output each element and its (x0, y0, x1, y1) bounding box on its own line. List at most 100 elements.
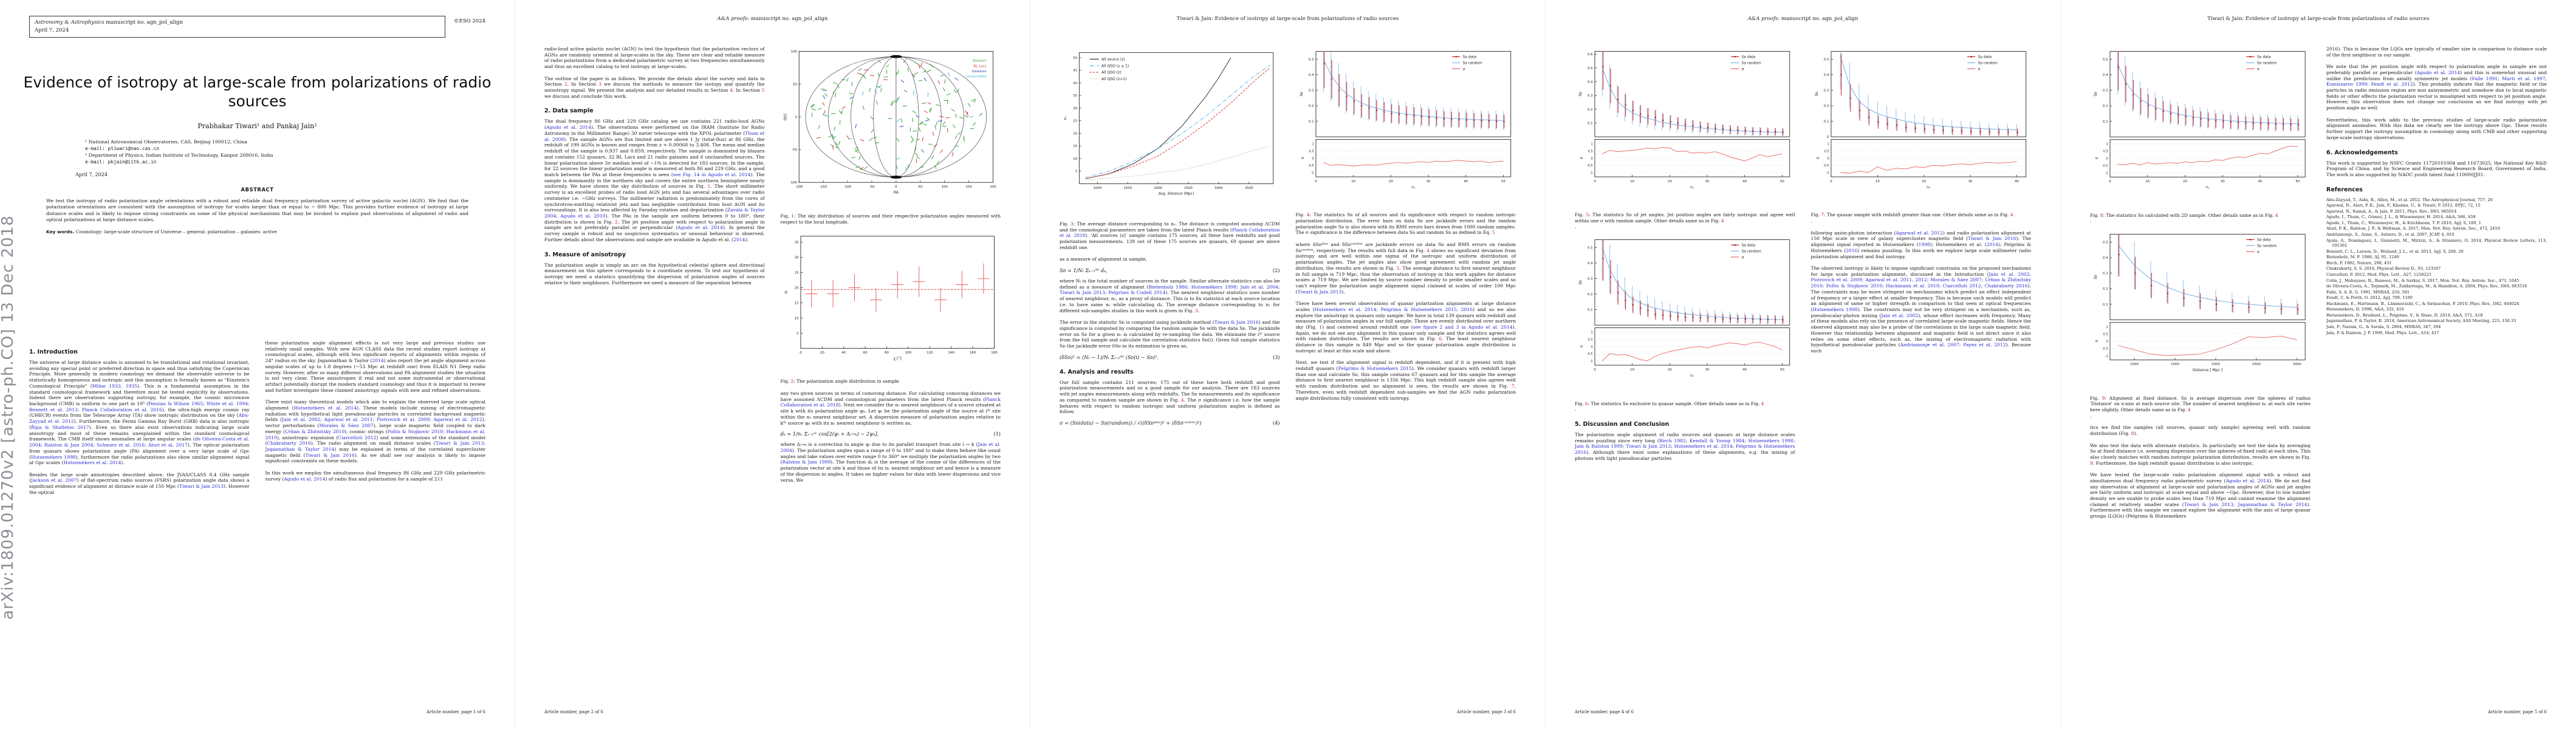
svg-text:50: 50 (1073, 56, 1077, 60)
svg-text:0.3: 0.3 (1588, 278, 1593, 281)
svg-text:0: 0 (2106, 340, 2108, 344)
svg-text:0.2: 0.2 (2103, 104, 2108, 108)
svg-text:180: 180 (991, 352, 998, 355)
figure-9-chart: 0.1 0.2 0.3 0.4 0.5 -1 -0.5 0 0.5 1 1000 1500 2000 25… (2090, 230, 2311, 392)
email-2[interactable]: e-mail: pkjain@iitk.ac.in (85, 159, 157, 165)
svg-text:0.1: 0.1 (1308, 120, 1314, 124)
page-footer: Article number, page 1 of 6 (426, 710, 485, 714)
svg-text:0.3: 0.3 (2103, 89, 2108, 93)
svg-text:Sᴅ random: Sᴅ random (1978, 61, 1997, 65)
svg-text:30: 30 (1073, 107, 1077, 111)
email-1[interactable]: e-mail: ptiwari@nao.cas.cn (85, 145, 160, 151)
section-1-heading: 1. Introduction (29, 349, 78, 355)
svg-text:20: 20 (1668, 368, 1672, 372)
equation-3: (δSᴅ)² = (Nₜ − 1)/Nₜ Σᵢ₌₁ᴺᵗ (Sᴅ(i) − Sᴅ)… (1060, 354, 1159, 360)
svg-text:0.1: 0.1 (1588, 122, 1593, 125)
page-4: A&A proofs: manuscript no. agn_pol_align… (1546, 0, 2061, 729)
svg-text:0.2: 0.2 (1588, 108, 1593, 112)
svg-text:40: 40 (841, 352, 846, 355)
equation-4-number: (4) (1272, 419, 1280, 426)
section-6-heading: 6. Acknowledgements (2326, 149, 2398, 156)
svg-text:σ: σ (1301, 157, 1305, 159)
svg-text:-0.5: -0.5 (1823, 164, 1829, 168)
svg-text:nᵥ: nᵥ (2205, 185, 2210, 190)
svg-text:0.1: 0.1 (2103, 303, 2108, 307)
p2-right-text-b: where Δᵢ→ₖ is a correction to angle ψᵢ d… (780, 442, 1001, 483)
svg-text:20: 20 (1388, 180, 1392, 183)
svg-text:Sᴅ random: Sᴅ random (1462, 61, 1482, 65)
svg-text:Sᴅ: Sᴅ (2094, 92, 2098, 97)
abstract-text: We test the isotropy of radio polarizati… (46, 197, 468, 223)
svg-text:200: 200 (990, 185, 996, 189)
svg-text:0: 0 (1591, 346, 1592, 349)
svg-text:0.1: 0.1 (1588, 309, 1593, 312)
page-footer: Article number, page 2 of 6 (544, 710, 603, 714)
page-3: Tiwari & Jain: Evidence of isotropy at l… (1030, 0, 1546, 729)
keywords: Cosmology: large-scale structure of Univ… (75, 228, 277, 234)
svg-text:35: 35 (1073, 94, 1077, 98)
svg-text:0.5: 0.5 (1824, 149, 1829, 153)
svg-text:25: 25 (1073, 120, 1077, 123)
svg-text:5: 5 (1075, 170, 1077, 174)
references-list: Abu-Zayyad, T., Aida, R., Allen, M., et … (2326, 197, 2547, 335)
figure-2-chart: 5 10 15 20 25 30 35 0 20 40 60 80 100 120 140 160 180 χ [… (781, 231, 1001, 375)
svg-text:All sourcs (z): All sourcs (z) (1101, 58, 1125, 62)
p4-right-text: following axion-photon interaction (Agar… (1810, 230, 2032, 354)
svg-text:10: 10 (1630, 180, 1634, 183)
svg-text:0.5: 0.5 (1588, 67, 1593, 70)
svg-text:10: 10 (1875, 180, 1879, 183)
svg-text:100: 100 (941, 185, 948, 189)
figure-8-caption: Fig. 8: The statistics Sᴅ calculated wit… (2090, 212, 2278, 224)
svg-text:2000: 2000 (1154, 187, 1162, 190)
svg-text:25: 25 (794, 272, 798, 275)
svg-text:Sᴅ data: Sᴅ data (2257, 55, 2271, 60)
authors: Prabhakar Tiwari¹ and Pankaj Jain² (197, 122, 317, 130)
page-1: arXiv:1809.01270v2 [astro-ph.CO] 13 Dec … (0, 0, 515, 729)
figure-1-skymap-chart: -100 -50 0 50 100 -200 -150 -100 -50 0 50 100 150 200… (781, 47, 1001, 210)
svg-text:50: 50 (2295, 180, 2300, 183)
svg-text:120: 120 (927, 352, 933, 355)
svg-text:0: 0 (795, 115, 797, 119)
equation-3-number: (3) (1272, 354, 1280, 360)
svg-text:50: 50 (1780, 180, 1784, 183)
references-heading: References (2326, 186, 2363, 193)
svg-text:1: 1 (1591, 143, 1592, 146)
equation-1: dₖ = 1/nᵥ Σᵢ₌₁ⁿᵛ cos[2(ψᵢ + Δᵢ→ₖ) − 2ψₖ]… (780, 431, 879, 437)
svg-text:Sᴅ data: Sᴅ data (1462, 55, 1476, 60)
running-head: Tiwari & Jain: Evidence of isotropy at l… (1176, 16, 1399, 22)
p5-left-text: tics we find the samples (all sources, q… (2090, 425, 2311, 519)
svg-text:0.6: 0.6 (1588, 53, 1593, 56)
svg-text:-100: -100 (789, 181, 797, 185)
svg-text:-1: -1 (1590, 360, 1593, 363)
svg-text:30: 30 (1705, 368, 1710, 372)
svg-text:σ: σ (2095, 340, 2099, 343)
svg-text:30: 30 (1426, 180, 1430, 183)
svg-text:0.4: 0.4 (2103, 256, 2108, 260)
svg-text:30: 30 (794, 256, 798, 260)
svg-text:-1: -1 (2105, 171, 2108, 175)
figure-1-caption: Fig. 1: The sky distribution of sources … (780, 213, 1001, 225)
svg-text:20: 20 (794, 287, 798, 290)
svg-text:0.4: 0.4 (1588, 80, 1593, 84)
svg-text:0: 0 (1591, 157, 1592, 160)
svg-text:40: 40 (1073, 81, 1077, 85)
figure-9-caption: Fig. 9: Alignment at fixed distance. Sᴅ … (2090, 395, 2311, 419)
svg-text:nᵥ: nᵥ (1411, 185, 1416, 190)
journal-name: Astronomy & Astrophysics (35, 19, 104, 26)
svg-text:40: 40 (1464, 180, 1468, 183)
svg-text:20: 20 (1073, 132, 1077, 135)
manuscript-header-box: Astronomy & Astrophysics manuscript no. … (29, 16, 446, 38)
affiliation-2: ² Department of Physics, Indian Institut… (85, 152, 273, 159)
svg-text:40: 40 (2258, 180, 2263, 183)
svg-text:35: 35 (794, 241, 798, 245)
svg-text:Sᴅ data: Sᴅ data (1742, 55, 1756, 60)
svg-text:30: 30 (1705, 180, 1710, 183)
svg-text:2500: 2500 (1184, 187, 1193, 190)
svg-text:10: 10 (1073, 157, 1077, 161)
svg-text:0.5: 0.5 (2103, 150, 2108, 154)
svg-text:σ: σ (1816, 157, 1820, 159)
svg-text:0.5: 0.5 (1588, 247, 1593, 250)
svg-text:Sᴅ random: Sᴅ random (1742, 61, 1761, 65)
svg-text:0.5: 0.5 (2103, 333, 2108, 337)
svg-text:Sᴅ: Sᴅ (1578, 92, 1583, 97)
